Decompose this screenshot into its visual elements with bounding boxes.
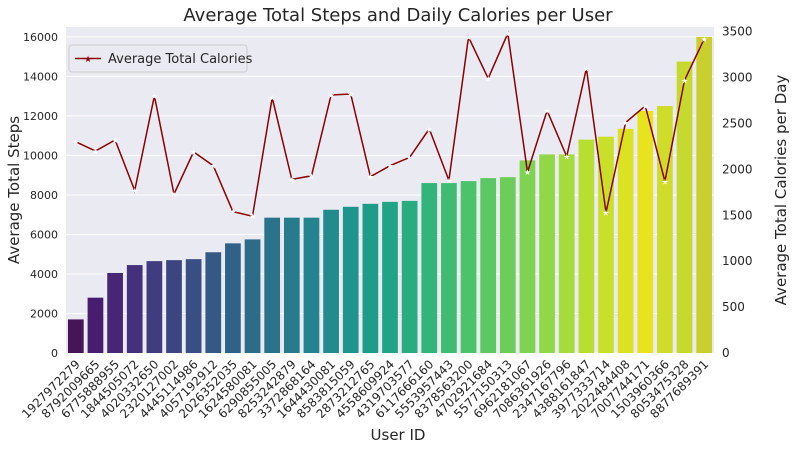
right-y-tick-label: 3000 [722,71,753,85]
line-series: ★ ★ ★ ★ ★ ★ ★ ★ ★ ★ ★ ★ ★ ★ ★ ★ ★ ★ ★ ★ ★ ★ ★ ★ ★ ★ ★ ★ ★ ★ ★ ★ ★ [72,29,708,221]
bar [617,128,634,353]
bar [558,154,575,353]
bar [480,178,497,353]
bar [205,252,222,353]
line-point-marker: ★ [485,74,492,83]
bar [676,61,693,354]
bar [244,239,261,353]
bar [401,200,418,353]
right-y-tick-label: 1500 [722,208,753,222]
right-y-tick-label: 1000 [722,254,753,268]
bar [441,183,457,353]
bar [67,319,84,353]
line-point-marker: ★ [190,148,197,157]
right-y-tick-label: 2000 [722,162,753,176]
left-y-tick-label: 6000 [30,228,58,241]
bar [499,177,516,353]
line-point-marker: ★ [406,153,413,162]
bar [519,160,536,353]
line-point-marker: ★ [210,162,217,171]
line-point-marker: ★ [170,190,177,199]
line-point-marker: ★ [151,92,158,101]
line-point-marker: ★ [465,33,472,42]
line-point-marker: ★ [249,212,256,221]
legend-box [68,44,248,73]
bar [126,265,143,353]
line-point-marker: ★ [445,176,452,185]
line-point-marker: ★ [92,147,99,156]
line-point-marker: ★ [642,102,649,111]
line-point-marker: ★ [544,107,551,116]
line-point-marker: ★ [583,64,590,73]
bar [598,136,614,353]
left-y-tick-label: 8000 [30,189,58,202]
bar [283,217,300,353]
left-y-tick-label: 2000 [30,307,58,320]
line-point-marker: ★ [229,208,236,217]
line-point-marker: ★ [661,177,668,186]
bar [185,259,202,353]
line-point-marker: ★ [563,152,570,161]
bar [323,209,339,353]
line-point-marker: ★ [426,125,433,134]
line-point-marker: ★ [622,119,629,128]
line-point-marker: ★ [347,90,354,99]
line-point-marker: ★ [681,76,688,85]
bar-series [67,36,713,354]
bar [264,217,281,353]
left-y-tick-label: 14000 [23,70,58,83]
line-point-marker: ★ [701,35,708,44]
line-point-marker: ★ [131,186,138,195]
right-y-axis-ticks: 0 500 1000 1500 2000 2500 3000 3500 [722,25,753,360]
right-y-axis-label: Average Total Calories per Day [772,75,790,306]
left-y-axis-label: Average Total Steps [5,116,23,264]
left-y-tick-label: 16000 [23,31,58,44]
bar [342,206,359,353]
right-y-tick-label: 500 [722,300,745,314]
legend-marker-swatch: ★ [84,55,92,65]
line-point-marker: ★ [504,29,511,38]
line-point-marker: ★ [602,208,609,217]
legend: ★ Average Total Calories [68,44,253,73]
line-point-marker: ★ [367,173,374,182]
line-point-marker: ★ [386,162,393,171]
bar [539,154,555,353]
line-point-marker: ★ [308,172,315,181]
bar [107,272,123,353]
bar [382,201,398,353]
line-point-marker: ★ [112,136,119,145]
bar [225,243,241,353]
bar [578,139,595,353]
right-y-tick-label: 3500 [722,25,753,39]
bar [657,106,673,353]
left-y-tick-label: 10000 [23,149,58,162]
bar [362,203,379,353]
right-y-tick-label: 2500 [722,116,753,130]
line-point-marker: ★ [524,168,531,177]
line-point-marker: ★ [72,138,79,147]
bar [166,260,182,353]
x-axis-label: User ID [371,426,426,444]
bar [421,183,438,353]
left-y-tick-label: 0 [51,347,58,360]
right-y-tick-label: 0 [722,346,730,360]
legend-label: Average Total Calories [108,52,253,67]
line-point-marker: ★ [288,175,295,184]
left-y-tick-label: 12000 [23,110,58,123]
line-point-marker: ★ [269,94,276,103]
calories-line [75,30,705,218]
bar [146,261,163,353]
bar [87,297,104,353]
left-y-axis-ticks: 0 2000 4000 6000 8000 10000 12000 14000 16000 [23,31,58,360]
left-y-tick-label: 4000 [30,268,58,281]
bar [637,110,654,353]
bar [460,181,477,353]
chart-title: Average Total Steps and Daily Calories p… [183,5,613,26]
bar [696,36,713,354]
line-point-marker: ★ [328,91,335,100]
bar [303,217,320,353]
x-axis-ticks: 1927972279879200966567758889551844505072… [19,357,711,421]
